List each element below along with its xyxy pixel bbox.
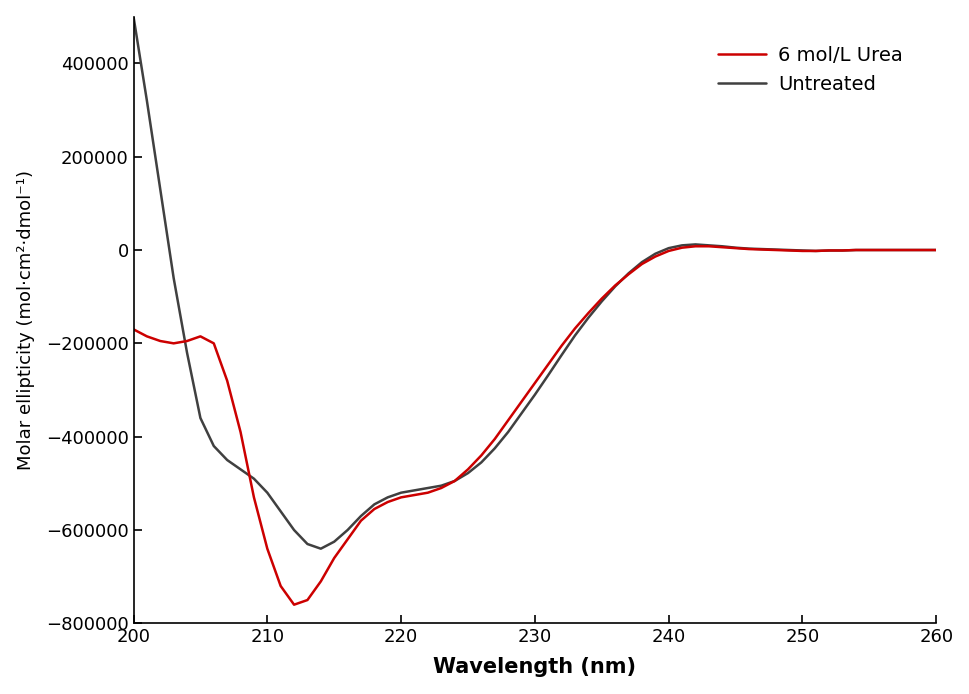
Untreated (315, 545, 327, 553)
6 mol/L Urea (622, 270, 634, 278)
Untreated (288, 526, 299, 534)
Untreated (622, 269, 634, 278)
Untreated (836, 246, 848, 255)
6 mol/L Urea (929, 246, 941, 254)
6 mol/L Urea (328, 554, 340, 562)
Untreated (929, 246, 941, 254)
6 mol/L Urea (689, 242, 701, 251)
X-axis label: Wavelength (nm): Wavelength (nm) (433, 657, 636, 677)
6 mol/L Urea (301, 596, 313, 604)
Untreated (569, 331, 580, 339)
6 mol/L Urea (849, 246, 860, 254)
6 mol/L Urea (569, 324, 580, 332)
Legend: 6 mol/L Urea, Untreated: 6 mol/L Urea, Untreated (709, 39, 910, 102)
6 mol/L Urea (422, 489, 433, 497)
Y-axis label: Molar ellipticity (mol·cm²·dmol⁻¹): Molar ellipticity (mol·cm²·dmol⁻¹) (16, 170, 35, 470)
Untreated (128, 12, 140, 21)
Line: Untreated: Untreated (134, 17, 935, 549)
Line: 6 mol/L Urea: 6 mol/L Urea (134, 246, 935, 604)
Untreated (422, 484, 433, 492)
6 mol/L Urea (128, 325, 140, 334)
6 mol/L Urea (288, 600, 299, 609)
Untreated (328, 538, 340, 546)
